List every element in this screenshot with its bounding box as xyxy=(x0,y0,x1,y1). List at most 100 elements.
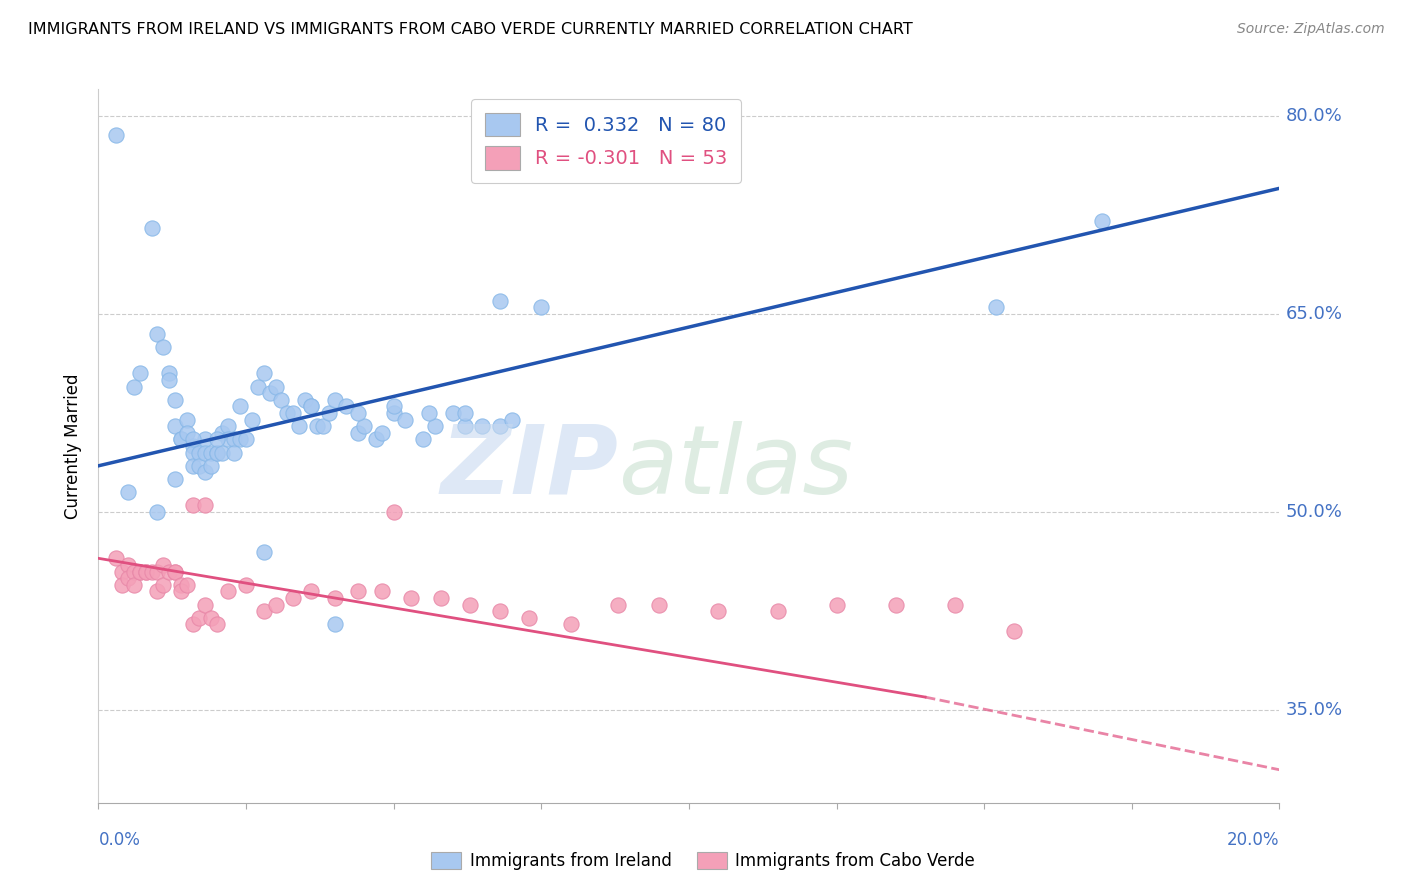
Point xyxy=(224,433,246,447)
Point xyxy=(1091,214,1114,228)
Text: atlas: atlas xyxy=(619,421,853,514)
Point xyxy=(884,598,907,612)
Point xyxy=(128,565,150,579)
Point xyxy=(117,571,139,585)
Text: ZIP: ZIP xyxy=(440,421,619,514)
Text: 0.0%: 0.0% xyxy=(98,831,141,849)
Point xyxy=(305,419,328,434)
Point xyxy=(105,128,128,143)
Point xyxy=(170,433,193,447)
Point xyxy=(943,598,966,612)
Point xyxy=(253,367,276,381)
Point xyxy=(205,445,228,459)
Point xyxy=(176,412,198,426)
Point xyxy=(347,425,370,440)
Point xyxy=(217,419,239,434)
Point xyxy=(607,598,630,612)
Point xyxy=(235,433,257,447)
Point xyxy=(200,445,222,459)
Point xyxy=(181,439,204,453)
Point xyxy=(412,433,434,447)
Legend: Immigrants from Ireland, Immigrants from Cabo Verde: Immigrants from Ireland, Immigrants from… xyxy=(425,845,981,877)
Point xyxy=(111,578,134,592)
Point xyxy=(364,433,387,447)
Text: 50.0%: 50.0% xyxy=(1285,503,1343,521)
Point xyxy=(323,591,346,605)
Point xyxy=(152,558,174,572)
Point xyxy=(205,445,228,459)
Point xyxy=(489,293,512,308)
Point xyxy=(299,400,322,414)
Point xyxy=(501,412,523,426)
Point xyxy=(187,458,209,473)
Point xyxy=(176,578,198,592)
Point xyxy=(394,412,416,426)
Point xyxy=(181,617,204,632)
Point xyxy=(194,598,217,612)
Point xyxy=(128,367,150,381)
Text: 80.0%: 80.0% xyxy=(1285,107,1343,125)
Point xyxy=(165,419,187,434)
Point xyxy=(181,499,204,513)
Point xyxy=(460,598,482,612)
Point xyxy=(205,433,228,447)
Point xyxy=(117,485,139,500)
Text: 35.0%: 35.0% xyxy=(1285,701,1343,719)
Point xyxy=(152,578,174,592)
Point xyxy=(288,419,311,434)
Point xyxy=(323,392,346,407)
Point xyxy=(176,425,198,440)
Point xyxy=(141,565,163,579)
Y-axis label: Currently Married: Currently Married xyxy=(65,373,83,519)
Point xyxy=(122,379,145,393)
Point xyxy=(418,406,440,420)
Text: 65.0%: 65.0% xyxy=(1285,305,1343,323)
Legend: R =  0.332   N = 80, R = -0.301   N = 53: R = 0.332 N = 80, R = -0.301 N = 53 xyxy=(471,99,741,184)
Point xyxy=(707,604,730,618)
Point xyxy=(165,472,187,486)
Point xyxy=(323,617,346,632)
Point xyxy=(471,419,494,434)
Point xyxy=(224,445,246,459)
Point xyxy=(441,406,464,420)
Point xyxy=(270,392,292,407)
Text: Source: ZipAtlas.com: Source: ZipAtlas.com xyxy=(1237,22,1385,37)
Point xyxy=(253,545,276,559)
Point xyxy=(335,400,357,414)
Point xyxy=(430,591,453,605)
Point xyxy=(211,445,233,459)
Point xyxy=(187,445,209,459)
Point xyxy=(423,419,446,434)
Point xyxy=(135,565,157,579)
Point xyxy=(382,505,405,519)
Point xyxy=(200,458,222,473)
Point xyxy=(264,598,287,612)
Point xyxy=(165,565,187,579)
Point xyxy=(530,300,553,314)
Point xyxy=(347,406,370,420)
Point xyxy=(157,565,180,579)
Point xyxy=(165,392,187,407)
Point xyxy=(117,558,139,572)
Point xyxy=(453,419,475,434)
Point xyxy=(1002,624,1025,638)
Point xyxy=(299,584,322,599)
Point xyxy=(165,565,187,579)
Point xyxy=(276,406,298,420)
Point xyxy=(187,611,209,625)
Point xyxy=(211,425,233,440)
Point xyxy=(105,551,128,566)
Point xyxy=(157,373,180,387)
Point xyxy=(347,584,370,599)
Point xyxy=(283,406,305,420)
Point xyxy=(229,433,252,447)
Point xyxy=(146,584,169,599)
Point xyxy=(312,419,335,434)
Point xyxy=(194,499,217,513)
Point xyxy=(170,584,193,599)
Point xyxy=(253,604,276,618)
Point xyxy=(235,578,257,592)
Point xyxy=(246,379,269,393)
Point xyxy=(152,340,174,354)
Point xyxy=(489,419,512,434)
